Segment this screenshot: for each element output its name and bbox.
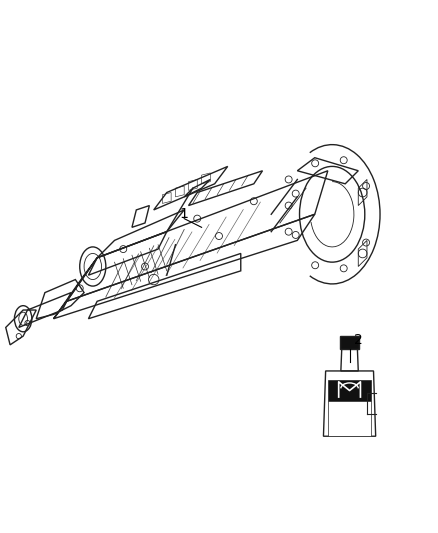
Text: 2: 2	[354, 334, 363, 348]
Text: 1: 1	[180, 207, 189, 221]
Polygon shape	[340, 336, 359, 349]
Polygon shape	[328, 379, 371, 401]
Polygon shape	[328, 401, 371, 436]
